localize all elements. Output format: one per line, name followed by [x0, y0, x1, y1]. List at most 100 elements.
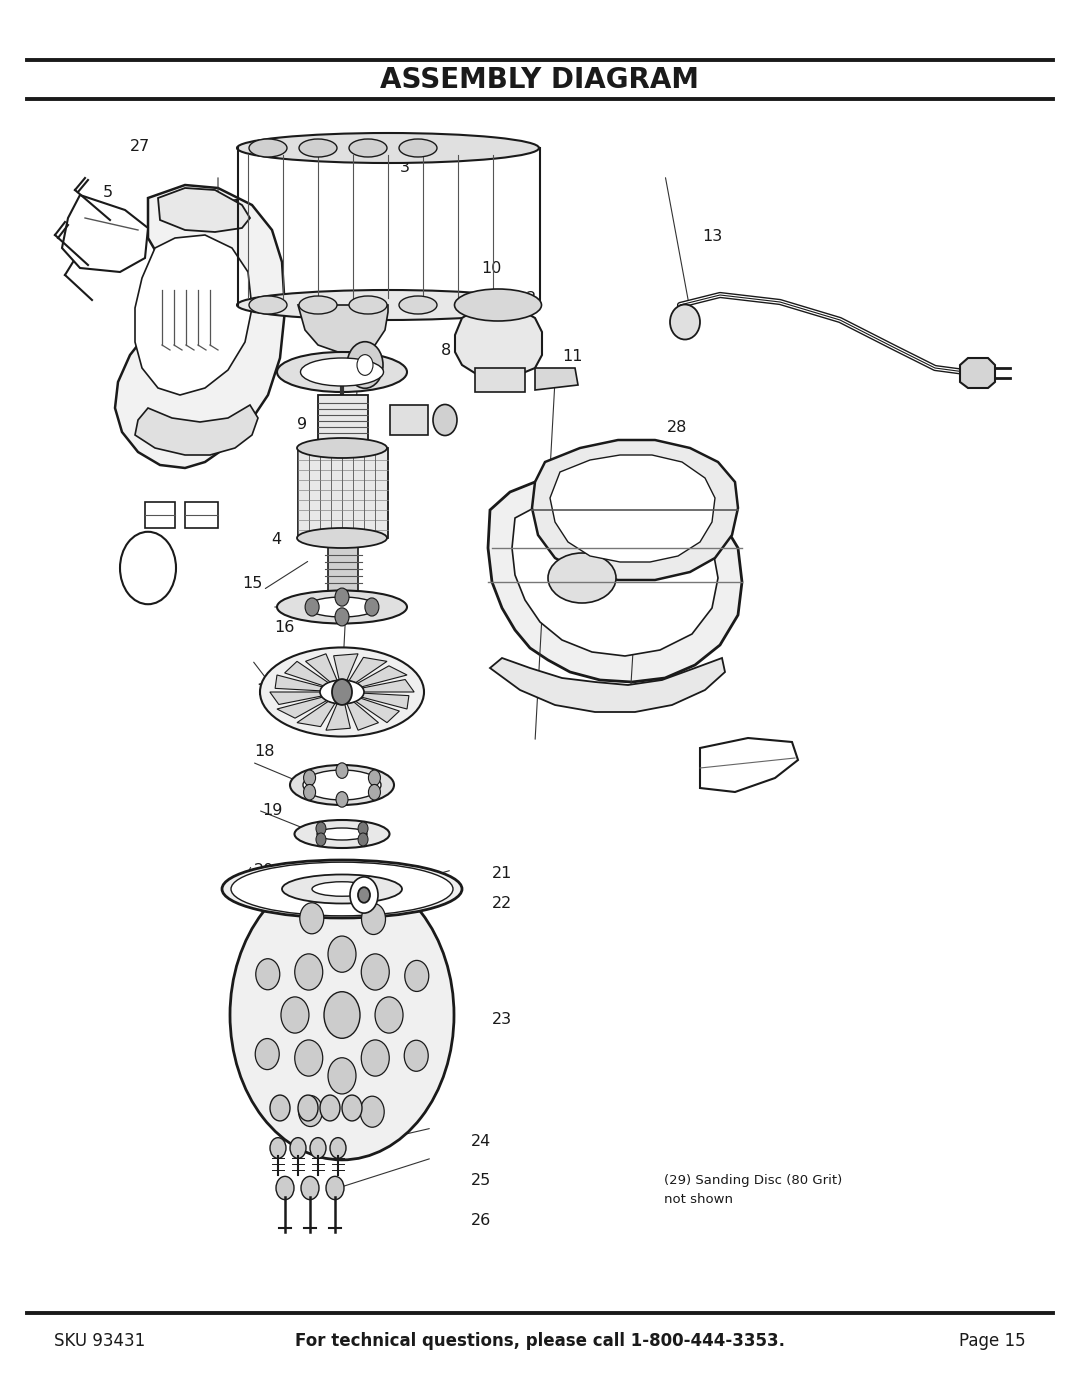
Circle shape — [298, 1095, 318, 1120]
Polygon shape — [270, 692, 322, 704]
Text: 15: 15 — [243, 577, 262, 591]
Ellipse shape — [303, 770, 381, 800]
Ellipse shape — [276, 591, 407, 623]
Polygon shape — [334, 654, 359, 680]
Circle shape — [310, 1137, 326, 1158]
Circle shape — [404, 1041, 429, 1071]
Ellipse shape — [276, 352, 407, 393]
Circle shape — [405, 960, 429, 992]
Ellipse shape — [291, 766, 394, 805]
Circle shape — [357, 355, 373, 376]
Polygon shape — [347, 703, 378, 731]
Polygon shape — [298, 448, 388, 538]
Ellipse shape — [295, 820, 390, 848]
Polygon shape — [355, 698, 400, 722]
Ellipse shape — [249, 296, 287, 314]
Circle shape — [375, 997, 403, 1034]
Circle shape — [359, 833, 368, 847]
Text: 24: 24 — [471, 1134, 490, 1148]
Text: 1: 1 — [230, 200, 241, 214]
Text: 12: 12 — [516, 292, 536, 306]
Circle shape — [281, 997, 309, 1034]
Text: 16: 16 — [274, 620, 294, 634]
Polygon shape — [700, 738, 798, 792]
Ellipse shape — [399, 138, 437, 156]
Polygon shape — [535, 367, 578, 390]
Text: 20: 20 — [254, 863, 273, 877]
Text: 22: 22 — [492, 897, 512, 911]
Polygon shape — [488, 469, 742, 682]
Text: 2: 2 — [659, 624, 670, 638]
Circle shape — [336, 792, 348, 807]
Polygon shape — [960, 358, 995, 388]
Polygon shape — [297, 701, 335, 726]
Polygon shape — [276, 697, 326, 718]
Text: 21: 21 — [492, 866, 512, 880]
Text: 19: 19 — [262, 803, 282, 817]
Circle shape — [350, 877, 378, 914]
Ellipse shape — [349, 138, 387, 156]
Polygon shape — [328, 545, 357, 592]
Text: 11: 11 — [563, 349, 582, 363]
Polygon shape — [475, 367, 525, 393]
Circle shape — [328, 1058, 356, 1094]
Polygon shape — [326, 704, 350, 731]
Ellipse shape — [318, 828, 367, 840]
Circle shape — [270, 1095, 291, 1120]
Circle shape — [357, 887, 370, 902]
Ellipse shape — [300, 358, 383, 386]
Circle shape — [328, 936, 356, 972]
Circle shape — [368, 770, 380, 785]
Circle shape — [305, 598, 319, 616]
Polygon shape — [158, 189, 249, 232]
Circle shape — [276, 1176, 294, 1200]
Ellipse shape — [297, 528, 387, 548]
Circle shape — [320, 1095, 340, 1120]
Circle shape — [335, 588, 349, 606]
Circle shape — [255, 1038, 280, 1070]
Circle shape — [362, 904, 386, 935]
Polygon shape — [349, 658, 387, 683]
Polygon shape — [357, 666, 407, 687]
Polygon shape — [135, 235, 252, 395]
Polygon shape — [145, 502, 175, 528]
Ellipse shape — [548, 553, 616, 604]
Text: 23: 23 — [492, 1013, 512, 1027]
Circle shape — [336, 763, 348, 778]
Circle shape — [256, 958, 280, 989]
Polygon shape — [490, 658, 725, 712]
Circle shape — [298, 1095, 323, 1126]
Text: 5: 5 — [103, 186, 113, 200]
Text: 9: 9 — [297, 418, 308, 432]
Circle shape — [326, 1176, 345, 1200]
Polygon shape — [550, 455, 715, 562]
Polygon shape — [512, 495, 718, 657]
Ellipse shape — [307, 597, 377, 617]
Ellipse shape — [237, 133, 539, 163]
Circle shape — [335, 608, 349, 626]
Polygon shape — [135, 405, 258, 455]
Circle shape — [120, 532, 176, 605]
Circle shape — [362, 954, 389, 990]
Text: (29) Sanding Disc (80 Grit)
not shown: (29) Sanding Disc (80 Grit) not shown — [664, 1175, 842, 1206]
Text: 8: 8 — [441, 344, 451, 358]
Text: 13: 13 — [703, 229, 723, 243]
Text: 17: 17 — [257, 683, 276, 697]
Circle shape — [433, 405, 457, 436]
Text: 28: 28 — [667, 420, 687, 434]
Ellipse shape — [299, 138, 337, 156]
Text: 10: 10 — [482, 261, 501, 275]
Ellipse shape — [455, 289, 541, 321]
Text: 18: 18 — [255, 745, 274, 759]
Polygon shape — [390, 405, 428, 434]
Text: 7: 7 — [362, 377, 373, 391]
Circle shape — [295, 954, 323, 990]
Ellipse shape — [670, 305, 700, 339]
Text: SKU 93431: SKU 93431 — [54, 1333, 145, 1350]
Circle shape — [303, 770, 315, 785]
Text: ASSEMBLY DIAGRAM: ASSEMBLY DIAGRAM — [380, 66, 700, 94]
Circle shape — [365, 598, 379, 616]
Polygon shape — [275, 675, 322, 690]
Polygon shape — [62, 196, 148, 272]
Circle shape — [362, 1039, 389, 1076]
